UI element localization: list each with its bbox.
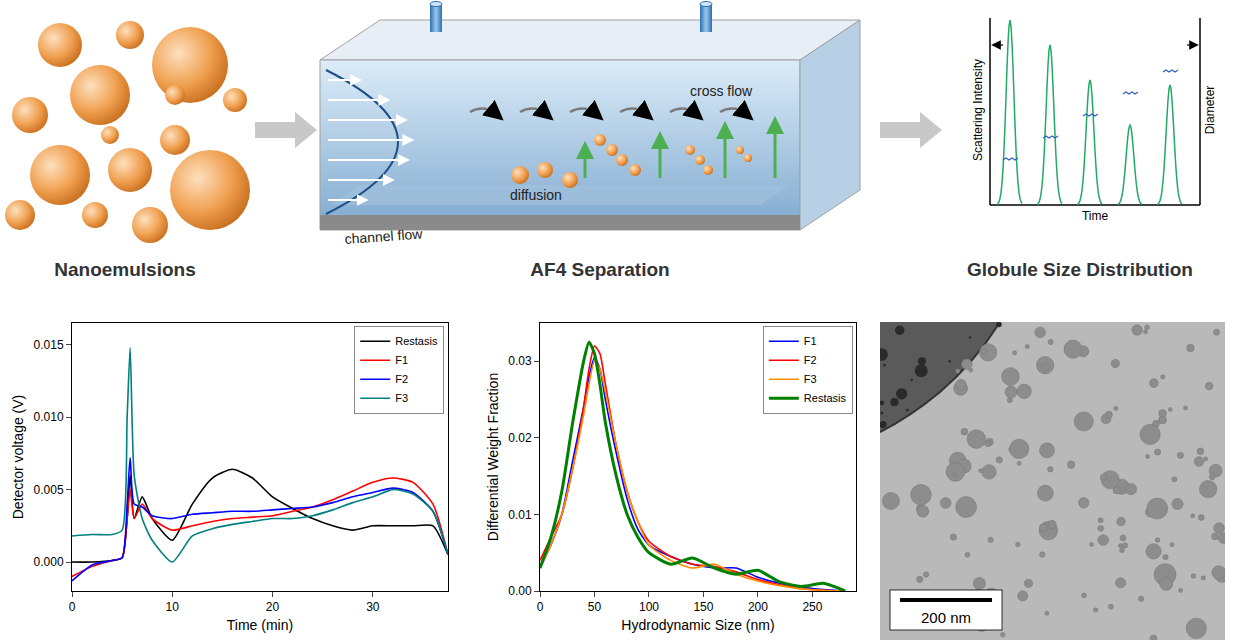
svg-text:200: 200: [748, 600, 768, 614]
svg-text:cross flow: cross flow: [690, 83, 753, 99]
svg-text:Time (min): Time (min): [227, 617, 293, 633]
svg-text:100: 100: [639, 600, 659, 614]
svg-text:150: 150: [693, 600, 713, 614]
svg-text:Diameter: Diameter: [1203, 86, 1217, 135]
svg-text:0: 0: [69, 600, 76, 614]
svg-text:0.010: 0.010: [34, 410, 64, 424]
svg-text:0.02: 0.02: [508, 431, 532, 445]
svg-text:F3: F3: [395, 392, 408, 404]
svg-text:0.00: 0.00: [508, 584, 532, 598]
svg-text:Restasis: Restasis: [395, 335, 438, 347]
svg-text:Detector voltage (V): Detector voltage (V): [10, 395, 26, 520]
svg-text:Restasis: Restasis: [804, 392, 847, 404]
svg-text:250: 250: [802, 600, 822, 614]
svg-text:AF4 Separation: AF4 Separation: [530, 259, 669, 280]
svg-text:F1: F1: [804, 335, 817, 347]
svg-text:0.000: 0.000: [34, 555, 64, 569]
svg-text:Hydrodynamic Size (nm): Hydrodynamic Size (nm): [621, 617, 774, 633]
svg-text:channel flow: channel flow: [344, 226, 424, 247]
svg-text:0.03: 0.03: [508, 354, 532, 368]
svg-text:F1: F1: [395, 354, 408, 366]
svg-text:30: 30: [366, 600, 380, 614]
svg-text:0.015: 0.015: [34, 338, 64, 352]
svg-text:diffusion: diffusion: [510, 187, 562, 203]
svg-text:0: 0: [537, 600, 544, 614]
svg-text:50: 50: [588, 600, 602, 614]
svg-text:F3: F3: [804, 373, 817, 385]
svg-text:Scattering Intensity: Scattering Intensity: [971, 59, 985, 161]
svg-text:F2: F2: [804, 354, 817, 366]
svg-text:Differential Weight Fraction: Differential Weight Fraction: [485, 373, 501, 541]
svg-text:Globule Size Distribution: Globule Size Distribution: [967, 259, 1193, 280]
svg-text:F2: F2: [395, 373, 408, 385]
svg-text:200 nm: 200 nm: [921, 609, 971, 626]
svg-text:Nanoemulsions: Nanoemulsions: [54, 259, 195, 280]
svg-text:0.01: 0.01: [508, 508, 532, 522]
svg-text:10: 10: [166, 600, 180, 614]
svg-text:Time: Time: [1082, 209, 1109, 223]
svg-text:20: 20: [266, 600, 280, 614]
svg-text:0.005: 0.005: [34, 483, 64, 497]
